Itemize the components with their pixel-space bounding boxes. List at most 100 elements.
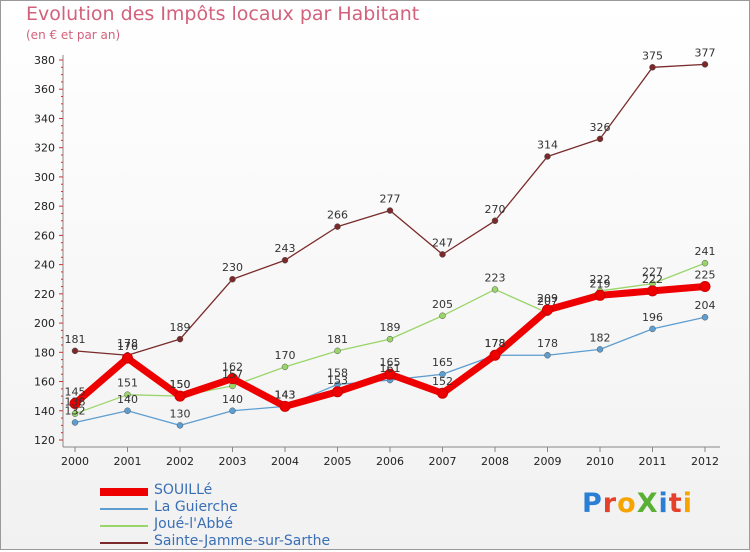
- y-tick-label: 140: [34, 405, 55, 418]
- y-tick-label: 200: [34, 317, 55, 330]
- y-tick-label: 280: [34, 200, 55, 213]
- data-label: 140: [117, 393, 138, 406]
- data-label: 207: [537, 295, 558, 308]
- data-label: 270: [485, 203, 506, 216]
- data-point: [544, 153, 551, 160]
- data-point: [281, 363, 289, 371]
- data-point: [649, 64, 656, 71]
- data-point: [227, 373, 238, 385]
- data-point: [649, 325, 656, 333]
- data-label: 178: [485, 337, 506, 350]
- data-label: 178: [117, 337, 138, 350]
- data-label: 145: [65, 385, 86, 398]
- y-tick-label: 120: [34, 434, 55, 447]
- data-label: 178: [537, 337, 558, 350]
- data-label: 181: [327, 333, 348, 346]
- data-point: [699, 281, 711, 293]
- data-label: 132: [65, 404, 86, 417]
- logo-letter: o: [617, 488, 637, 519]
- chart-title: Evolution des Impôts locaux par Habitant: [26, 3, 420, 25]
- data-label: 138: [65, 396, 86, 409]
- data-label: 143: [275, 388, 296, 401]
- data-point: [489, 349, 501, 361]
- data-label: 151: [117, 377, 138, 390]
- x-tick-label: 2004: [271, 455, 299, 468]
- data-label: 277: [380, 193, 401, 206]
- data-point: [69, 397, 81, 409]
- legend-label: SOUILLé: [154, 482, 213, 498]
- logo-letter: P: [582, 488, 603, 519]
- data-point: [439, 370, 446, 378]
- data-point: [71, 347, 79, 355]
- data-label: 170: [275, 349, 296, 362]
- data-point: [596, 346, 604, 353]
- data-label: 375: [642, 49, 663, 62]
- data-label: 209: [537, 292, 558, 305]
- y-tick-label: 260: [34, 229, 55, 242]
- logo-letter: t: [668, 488, 683, 519]
- data-point: [594, 289, 606, 301]
- data-label: 205: [432, 298, 453, 311]
- data-point: [334, 223, 341, 230]
- legend-item: Sainte-Jamme-sur-Sarthe: [100, 533, 360, 552]
- logo-letter: i: [682, 488, 693, 519]
- legend-item: Joué-l'Abbé: [100, 516, 360, 535]
- data-label: 219: [590, 277, 611, 290]
- data-point: [701, 259, 709, 267]
- data-label: 161: [380, 362, 401, 375]
- y-tick-label: 300: [34, 171, 55, 184]
- data-label: 150: [170, 378, 191, 391]
- x-tick-label: 2009: [534, 455, 562, 468]
- data-label: 223: [485, 271, 506, 284]
- data-label: 243: [275, 242, 296, 255]
- data-label: 176: [117, 340, 138, 353]
- legend-label: Joué-l'Abbé: [154, 516, 233, 532]
- data-point: [174, 390, 186, 402]
- legend-swatch: [100, 542, 148, 544]
- y-tick-label: 340: [34, 112, 55, 125]
- legend-item: La Guierche: [100, 499, 360, 518]
- logo-letter: r: [602, 488, 618, 519]
- data-label: 314: [537, 138, 558, 151]
- data-label: 266: [327, 209, 348, 222]
- data-point: [596, 135, 604, 143]
- logo-letter: i: [658, 488, 669, 519]
- legend-swatch: [100, 525, 148, 527]
- data-label: 143: [275, 388, 296, 401]
- data-point: [386, 207, 394, 214]
- data-label: 227: [642, 266, 663, 279]
- chart-legend: SOUILLé La Guierche Joué-l'Abbé Sainte-Jamm…: [100, 482, 360, 552]
- data-label: 140: [222, 393, 243, 406]
- data-label: 165: [432, 356, 453, 369]
- data-point: [334, 347, 341, 355]
- x-tick-label: 2012: [691, 455, 719, 468]
- data-label: 222: [590, 273, 611, 286]
- x-tick-label: 2007: [429, 455, 457, 468]
- legend-item: SOUILLé: [100, 482, 360, 501]
- data-label: 181: [65, 333, 86, 346]
- data-point: [332, 386, 343, 398]
- legend-label: La Guierche: [154, 499, 238, 515]
- data-point: [229, 275, 236, 283]
- data-point: [491, 217, 499, 225]
- y-tick-label: 240: [34, 259, 55, 272]
- y-tick-label: 360: [34, 83, 55, 96]
- y-tick-label: 380: [34, 54, 55, 67]
- x-tick-label: 2010: [586, 455, 614, 468]
- x-tick-label: 2000: [61, 455, 89, 468]
- proxiti-logo: ProXiti: [582, 488, 693, 519]
- data-point: [439, 312, 446, 320]
- data-label: 178: [485, 337, 506, 350]
- logo-letter: X: [636, 488, 659, 519]
- x-tick-label: 2001: [114, 455, 142, 468]
- x-tick-label: 2008: [481, 455, 509, 468]
- chart-subtitle: (en € et par an): [26, 28, 121, 42]
- data-point: [437, 387, 448, 399]
- data-label: 204: [695, 299, 716, 312]
- data-label: 130: [170, 407, 191, 420]
- data-point: [701, 313, 709, 321]
- y-tick-label: 320: [34, 142, 55, 155]
- data-label: 165: [380, 356, 401, 369]
